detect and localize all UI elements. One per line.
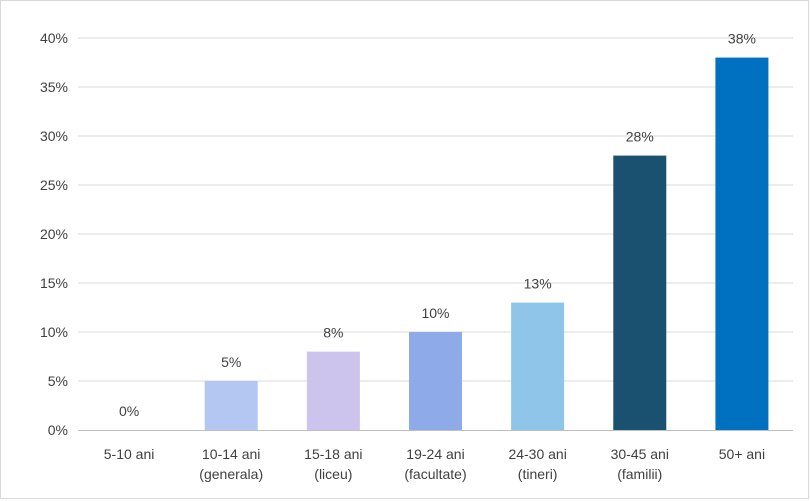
bar xyxy=(409,332,462,430)
x-tick-label-line: 19-24 ani xyxy=(406,446,464,462)
bar xyxy=(715,57,769,430)
y-axis-tick-labels: 0% 5% 10% 15% 20% 25% 30% 35% 40% xyxy=(40,30,68,438)
x-tick-label-line: 50+ ani xyxy=(719,446,765,462)
x-tick-label-line: 24-30 ani xyxy=(508,446,566,462)
x-tick-label: 5-10 ani xyxy=(104,446,155,462)
y-tick-label: 5% xyxy=(48,373,68,389)
y-tick-label: 35% xyxy=(40,79,68,95)
x-tick-label: 10-14 ani (generala) xyxy=(199,446,263,482)
x-tick-label-line: (familii) xyxy=(617,466,662,482)
bar xyxy=(511,302,565,430)
y-tick-label: 10% xyxy=(40,324,68,340)
x-tick-label-line: (facultate) xyxy=(404,466,466,482)
y-tick-label: 25% xyxy=(40,177,68,193)
data-label: 38% xyxy=(728,31,756,47)
x-tick-label: 30-45 ani (familii) xyxy=(611,446,669,482)
y-tick-label: 20% xyxy=(40,226,68,242)
x-tick-label: 15-18 ani (liceu) xyxy=(304,446,362,482)
data-label: 5% xyxy=(221,354,241,370)
y-tick-label: 0% xyxy=(48,422,68,438)
bar xyxy=(613,155,667,430)
x-axis-category-labels: 5-10 ani 10-14 ani (generala) 15-18 ani (lic… xyxy=(104,446,765,482)
bar xyxy=(204,381,258,430)
data-labels: 0% 5% 8% 10% 13% 28% 38% xyxy=(119,31,756,419)
bar xyxy=(306,351,360,430)
x-tick-label-line: (tineri) xyxy=(518,466,558,482)
data-label: 8% xyxy=(323,325,343,341)
x-tick-label-line: 5-10 ani xyxy=(104,446,155,462)
x-tick-label-line: 30-45 ani xyxy=(611,446,669,462)
x-tick-label-line: (generala) xyxy=(199,466,263,482)
bars xyxy=(204,57,769,430)
y-tick-label: 30% xyxy=(40,128,68,144)
x-tick-label: 19-24 ani (facultate) xyxy=(404,446,466,482)
data-label: 0% xyxy=(119,403,139,419)
x-tick-label-line: 15-18 ani xyxy=(304,446,362,462)
x-tick-label: 50+ ani xyxy=(719,446,765,462)
data-label: 13% xyxy=(524,276,552,292)
y-tick-label: 40% xyxy=(40,30,68,46)
x-tick-label-line: 10-14 ani xyxy=(202,446,260,462)
data-label: 10% xyxy=(421,305,449,321)
x-tick-label: 24-30 ani (tineri) xyxy=(508,446,566,482)
data-label: 28% xyxy=(626,129,654,145)
y-tick-label: 15% xyxy=(40,275,68,291)
x-tick-label-line: (liceu) xyxy=(314,466,352,482)
gridlines xyxy=(78,37,793,382)
